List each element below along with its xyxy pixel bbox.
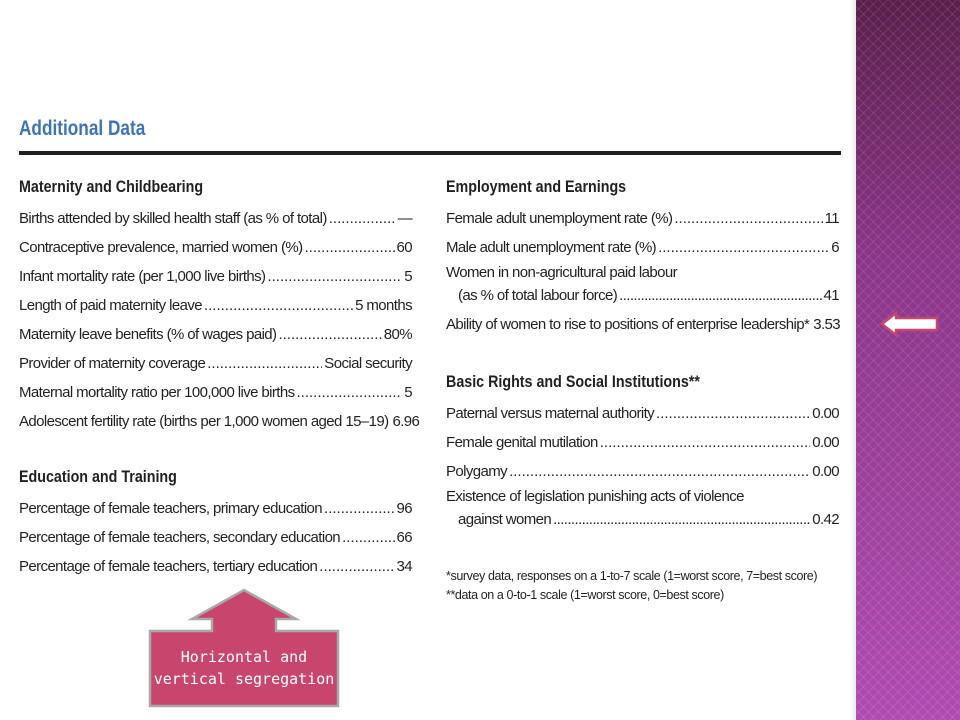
- footnotes: *survey data, responses on a 1-to-7 scal…: [446, 567, 818, 605]
- footnote: *survey data, responses on a 1-to-7 scal…: [446, 569, 818, 583]
- data-row: Length of paid maternity leave5 months: [19, 291, 413, 320]
- data-row: Women in non-agricultural paid labour (a…: [446, 262, 840, 310]
- callout-arrow-box: [148, 588, 340, 708]
- callout-line-1: Horizontal and: [180, 648, 308, 666]
- title-rule: [19, 151, 841, 155]
- data-row: Female adult unemployment rate (%)11: [446, 204, 840, 233]
- left-column: Maternity and Childbearing Births attend…: [19, 174, 420, 581]
- callout-label: Horizontal and vertical segregation: [150, 646, 338, 690]
- data-row: Infant mortality rate (per 1,000 live bi…: [19, 262, 413, 291]
- data-row: Female genital mutilation0.00: [446, 428, 840, 457]
- data-row: Male adult unemployment rate (%)6: [446, 233, 840, 262]
- data-row: Paternal versus maternal authority0.00: [446, 399, 840, 428]
- callout-line-2: vertical segregation: [153, 670, 335, 688]
- data-row: Births attended by skilled health staff …: [19, 204, 413, 233]
- data-row: Ability of women to rise to positions of…: [446, 316, 841, 333]
- right-column: Employment and Earnings Female adult une…: [446, 174, 841, 534]
- data-row: Polygamy0.00: [446, 457, 840, 486]
- section-heading-maternity: Maternity and Childbearing: [19, 177, 204, 196]
- section-heading-employment: Employment and Earnings: [446, 177, 627, 196]
- data-row: Percentage of female teachers, secondary…: [19, 523, 413, 552]
- data-row: Percentage of female teachers, tertiary …: [19, 552, 413, 581]
- sidebar-edge: [850, 0, 856, 720]
- document-title: Additional Data: [19, 117, 146, 140]
- footnote: **data on a 0-to-1 scale (1=worst score,…: [446, 588, 724, 602]
- data-row: Maternal mortality ratio per 100,000 liv…: [19, 378, 413, 407]
- data-row: Contraceptive prevalence, married women …: [19, 233, 413, 262]
- data-row: Existence of legislation punishing acts …: [446, 486, 840, 534]
- data-row: Adolescent fertility rate (births per 1,…: [19, 413, 420, 430]
- decorative-sidebar: [856, 0, 960, 720]
- left-arrow-icon[interactable]: [880, 311, 940, 337]
- section-heading-education: Education and Training: [19, 467, 177, 486]
- data-row: Percentage of female teachers, primary e…: [19, 494, 413, 523]
- data-row: Provider of maternity coverageSocial sec…: [19, 349, 413, 378]
- section-heading-basic-rights: Basic Rights and Social Institutions**: [446, 372, 700, 391]
- data-row: Maternity leave benefits (% of wages pai…: [19, 320, 413, 349]
